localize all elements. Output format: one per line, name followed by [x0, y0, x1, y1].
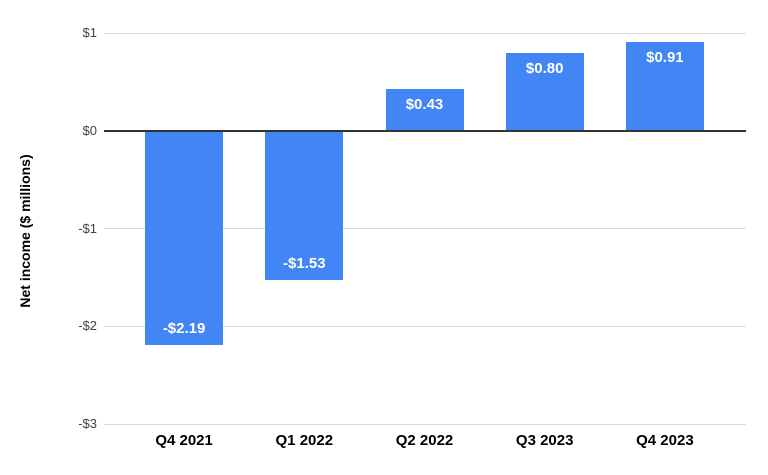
- bar-q3-2023: $0.80: [505, 52, 584, 131]
- gridline-neg2: [103, 325, 746, 327]
- y-tick-label: -$2: [78, 318, 97, 334]
- x-tick-label-q3-2023: Q3 2023: [515, 432, 574, 449]
- bar-q4-2021: -$2.19: [145, 130, 224, 345]
- x-tick-label-q4-2021: Q4 2021: [155, 432, 213, 449]
- bar-value-label: -$2.19: [162, 319, 206, 337]
- bar-q2-2022: $0.43: [385, 88, 464, 131]
- x-tick-label-q2-2022: Q2 2022: [395, 432, 454, 449]
- bar-value-label: -$1.53: [283, 255, 326, 273]
- y-axis-title: Net income ($ millions): [17, 154, 33, 308]
- gridline-neg1: [103, 228, 746, 229]
- gridline-neg3: [103, 423, 746, 425]
- bar-value-label: $0.43: [405, 95, 444, 113]
- y-tick-label: -$3: [78, 416, 97, 431]
- y-tick-label: -$1: [78, 220, 97, 236]
- y-tick-label: $0: [82, 122, 97, 138]
- y-tick-label: $1: [82, 25, 97, 40]
- bar-value-label: $0.91: [646, 48, 684, 66]
- x-tick-label-q1-2022: Q1 2022: [275, 432, 334, 449]
- bar-value-label: $0.80: [525, 59, 564, 77]
- bar-q4-2023: $0.91: [625, 41, 704, 131]
- zero-axis-line: [103, 129, 746, 132]
- bar-q1-2022: -$1.53: [265, 130, 344, 281]
- gridline-1: [103, 32, 746, 34]
- x-tick-label-q4-2023: Q4 2023: [636, 432, 694, 449]
